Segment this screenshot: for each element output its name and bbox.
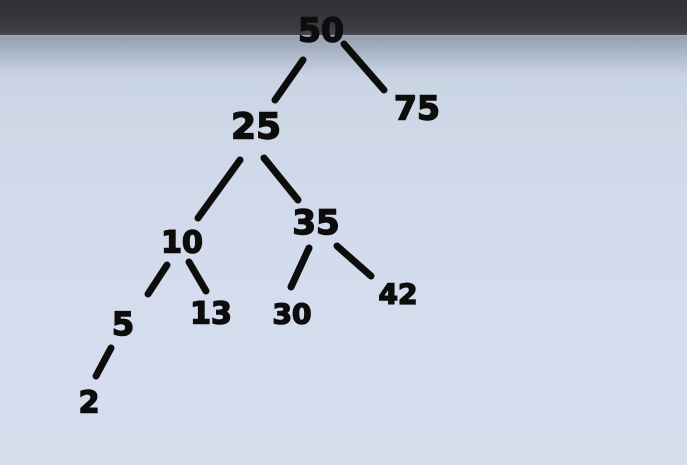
node-35: 35 [292,203,339,243]
node-30: 30 [273,298,312,331]
edge-50-75 [340,40,388,94]
node-10: 10 [161,226,203,261]
node-75: 75 [394,89,440,128]
frame-edge-line [0,35,687,36]
node-25: 25 [231,107,281,148]
edge-10-5 [144,261,171,298]
edge-5-2 [92,344,115,380]
node-2: 2 [79,386,100,421]
node-5: 5 [112,305,134,343]
edge-35-30 [287,244,313,291]
edge-25-35 [260,154,302,204]
node-13: 13 [190,297,232,332]
whiteboard-top-frame [0,0,687,36]
edge-25-10 [194,156,244,222]
node-50: 50 [298,11,344,50]
node-42: 42 [379,278,418,311]
edge-10-13 [185,258,210,295]
edge-50-25 [271,56,307,104]
edge-35-42 [333,242,375,280]
